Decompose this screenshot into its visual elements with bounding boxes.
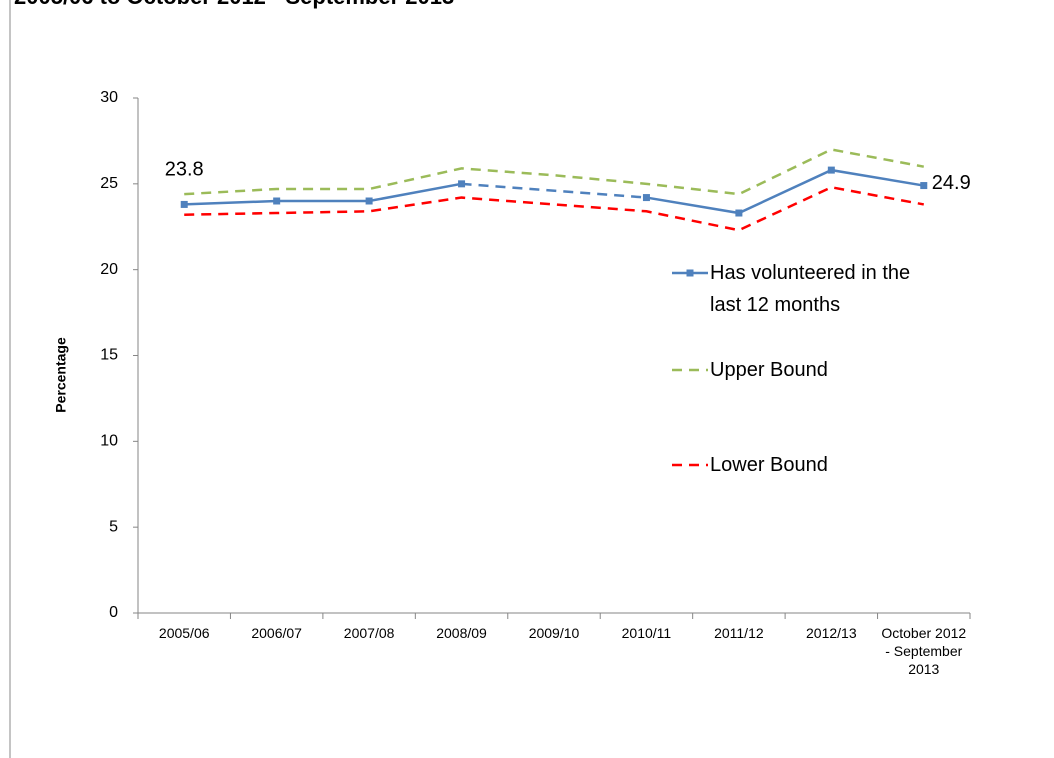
marker bbox=[180, 200, 188, 208]
series-line bbox=[184, 185, 925, 232]
y-tick-label: 10 bbox=[100, 433, 118, 450]
legend-marker bbox=[686, 269, 694, 277]
legend-label: Lower Bound bbox=[710, 454, 828, 476]
marker bbox=[273, 197, 281, 205]
y-tick-label: 20 bbox=[100, 261, 118, 278]
x-tick-label: 2008/09 bbox=[436, 625, 487, 641]
x-tick-label: October 2012 - September 2013 bbox=[881, 625, 967, 677]
x-tick-label: 2006/07 bbox=[251, 625, 302, 641]
y-tick-label: 25 bbox=[100, 175, 118, 192]
x-tick-label: 2012/13 bbox=[806, 625, 857, 641]
series-line bbox=[184, 148, 925, 196]
y-tick-label: 5 bbox=[109, 518, 118, 535]
gap-connector bbox=[461, 182, 647, 199]
data-label: 23.8 bbox=[165, 159, 204, 181]
marker bbox=[365, 197, 373, 205]
series-line bbox=[184, 182, 462, 206]
x-tick-label: 2009/10 bbox=[528, 625, 580, 641]
chart-title: 2005/06 to October 2012 - September 2013 bbox=[14, 0, 454, 9]
data-label: 24.9 bbox=[932, 172, 971, 194]
y-tick-label: 15 bbox=[100, 347, 118, 364]
y-axis-title: Percentage bbox=[53, 337, 69, 413]
marker bbox=[920, 182, 928, 190]
marker bbox=[458, 180, 466, 188]
legend-label: Upper Bound bbox=[710, 359, 828, 381]
x-tick-label: 2007/08 bbox=[343, 625, 395, 641]
x-tick-label: 2005/06 bbox=[158, 625, 210, 641]
marker bbox=[642, 194, 650, 202]
y-tick-label: 30 bbox=[100, 89, 118, 106]
series-line bbox=[646, 168, 924, 215]
x-tick-label: 2010/11 bbox=[621, 625, 672, 641]
y-tick-label: 0 bbox=[109, 604, 118, 621]
x-tick-label: 2011/12 bbox=[714, 625, 764, 641]
marker bbox=[735, 209, 743, 217]
marker bbox=[827, 166, 835, 174]
legend-label: Has volunteered in the last 12 months bbox=[710, 262, 911, 316]
